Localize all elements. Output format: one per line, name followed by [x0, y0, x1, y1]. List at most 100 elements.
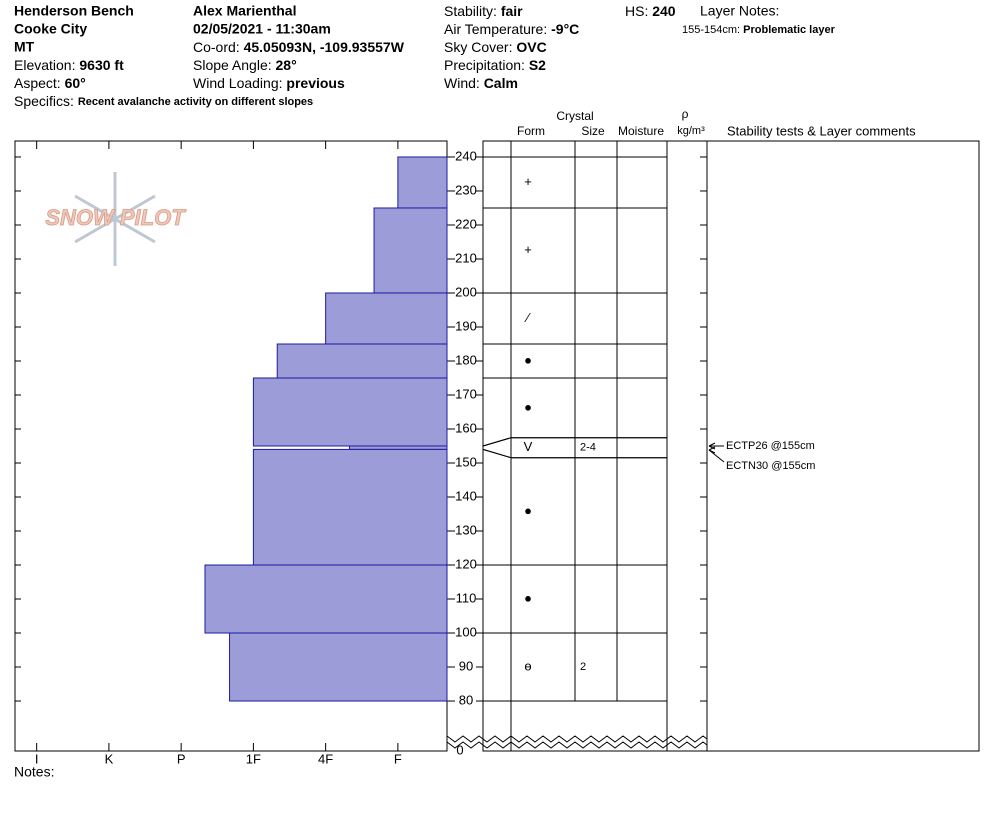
y-tick-label: 210 — [455, 250, 477, 265]
stability: Stability: fair — [444, 3, 523, 19]
value: 240 — [652, 3, 676, 19]
arrow-head — [708, 442, 716, 447]
y-tick-label: 140 — [455, 488, 477, 503]
specifics: Specifics: Recent avalanche activity on … — [14, 93, 313, 109]
hardness-bar — [373, 207, 448, 294]
y-tick-label: 110 — [456, 590, 477, 605]
flake-arm — [74, 194, 156, 244]
label: Wind: — [444, 75, 480, 91]
y-break-label: 0 — [456, 742, 463, 757]
y-tick-label: 180 — [455, 352, 477, 367]
arrow-head — [708, 446, 716, 451]
arrow-head — [708, 449, 716, 454]
y-tick-label: 150 — [455, 454, 477, 469]
label: Elevation: — [14, 57, 75, 73]
axis-break — [446, 735, 708, 743]
x-tick-label: K — [105, 751, 114, 766]
crystal-size: 2-4 — [580, 442, 596, 454]
hardness-bar — [204, 564, 448, 634]
value: S2 — [529, 57, 546, 73]
layer-notes-title: Layer Notes: — [700, 3, 779, 19]
label: Air Temperature: — [444, 21, 547, 37]
label: Specifics: — [14, 93, 74, 109]
coord: Co-ord: 45.05093N, -109.93557W — [193, 39, 405, 55]
wind-loading: Wind Loading: previous — [193, 75, 345, 91]
crystal-form: + — [524, 174, 532, 189]
sky-cover: Sky Cover: OVC — [444, 39, 547, 55]
crystal-form: V — [524, 439, 533, 454]
value: previous — [286, 75, 345, 91]
col-comments: Stability tests & Layer comments — [727, 123, 916, 138]
value: -9°C — [551, 21, 579, 37]
value: fair — [501, 3, 523, 19]
layer-connector — [482, 437, 512, 447]
col-moisture: Moisture — [618, 124, 664, 138]
value: Recent avalanche activity on different s… — [78, 96, 313, 108]
col-size: Size — [581, 124, 605, 138]
hardness-bar — [252, 377, 448, 447]
y-tick-label: 80 — [459, 692, 473, 707]
crystal-form: ● — [524, 352, 532, 367]
x-tick-label: I — [35, 751, 39, 766]
x-tick-label: F — [394, 751, 402, 766]
air-temperature: Air Temperature: -9°C — [444, 21, 579, 37]
label: Wind Loading: — [193, 75, 283, 91]
value: 60° — [65, 75, 86, 91]
value: 45.05093N, -109.93557W — [244, 39, 405, 55]
logo — [74, 172, 156, 266]
aspect: Aspect: 60° — [14, 75, 86, 91]
stability-test: ECTN30 @155cm — [726, 460, 815, 472]
label: Sky Cover: — [444, 39, 512, 55]
arrow-head — [708, 445, 716, 450]
note: Problematic layer — [743, 24, 835, 36]
y-tick-label: 160 — [455, 420, 477, 435]
hardness-bar — [252, 448, 448, 566]
precipitation: Precipitation: S2 — [444, 57, 546, 73]
y-tick-label: 90 — [459, 658, 473, 673]
label: HS: — [625, 3, 648, 19]
hardness-bar — [397, 156, 448, 209]
site: Henderson Bench — [14, 3, 134, 19]
datetime: 02/05/2021 - 11:30am — [193, 21, 331, 37]
y-tick-label: 130 — [455, 522, 477, 537]
test-arrow — [708, 449, 725, 463]
hardness-bar — [229, 632, 448, 702]
crystal-form: ⁄ — [524, 310, 531, 325]
label: Slope Angle: — [193, 57, 272, 73]
y-tick-label: 230 — [455, 182, 477, 197]
label: Co-ord: — [193, 39, 240, 55]
slope-angle: Slope Angle: 28° — [193, 57, 297, 73]
hardness-bar — [276, 343, 448, 379]
state: MT — [14, 39, 35, 55]
hs: HS: 240 — [625, 3, 676, 19]
y-tick-label: 220 — [455, 216, 477, 231]
observer: Alex Marienthal — [193, 3, 296, 19]
y-tick-label: 190 — [455, 318, 477, 333]
col-form: Form — [517, 124, 545, 138]
axis-break — [446, 741, 708, 749]
crystal-form: ● — [524, 590, 532, 605]
crystal-form: ● — [524, 399, 532, 414]
col-density-unit: kg/m³ — [677, 125, 705, 137]
col-density: ρ — [682, 107, 689, 121]
x-tick-label: P — [177, 751, 186, 766]
value: 28° — [276, 57, 297, 73]
x-tick-label: 4F — [318, 751, 333, 766]
y-tick-label: 120 — [455, 556, 477, 571]
notes: Notes: — [14, 764, 54, 780]
wind: Wind: Calm — [444, 75, 518, 91]
hardness-bar — [325, 292, 448, 345]
elevation: Elevation: 9630 ft — [14, 57, 124, 73]
y-tick-label: 100 — [455, 624, 477, 639]
crystal-form: ● — [524, 503, 532, 518]
crystal-form: ө — [524, 658, 531, 673]
label: Stability: — [444, 3, 497, 19]
range: 155-154cm: — [682, 24, 740, 36]
col-crystal: Crystal — [556, 109, 593, 123]
value: 9630 ft — [79, 57, 124, 73]
y-tick-label: 200 — [455, 284, 477, 299]
y-tick-label: 170 — [455, 386, 477, 401]
label: Aspect: — [14, 75, 61, 91]
